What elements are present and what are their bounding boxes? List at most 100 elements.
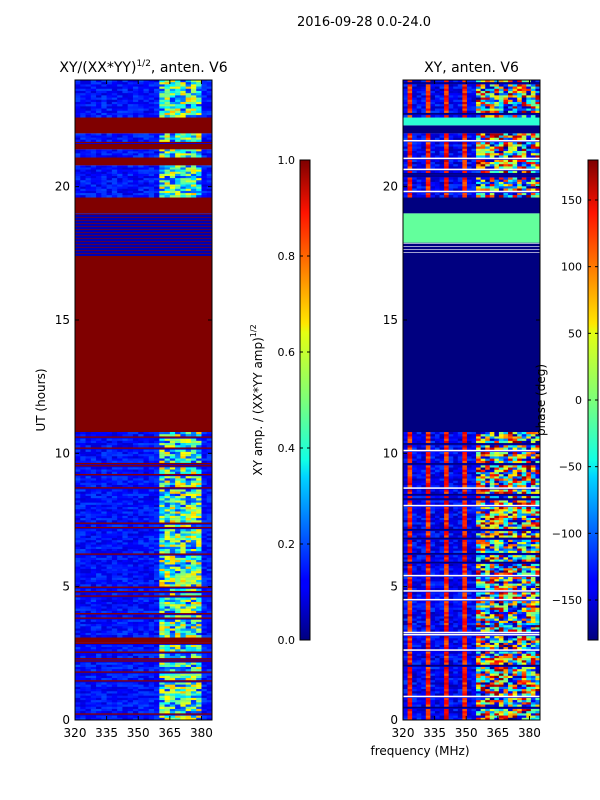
heatmap-cell <box>457 660 463 663</box>
heatmap-cell <box>494 651 500 654</box>
heatmap-cell <box>101 454 107 457</box>
heatmap-cell <box>190 454 197 457</box>
heatmap-cell <box>132 588 139 592</box>
heatmap-cell <box>180 500 186 503</box>
heatmap-cell <box>185 644 192 648</box>
heatmap-cell <box>508 708 513 712</box>
heatmap-cell <box>180 544 186 548</box>
heatmap-cell <box>430 697 436 701</box>
heatmap-cell <box>85 717 92 721</box>
heatmap-cell <box>154 697 160 701</box>
heatmap-cell <box>159 137 165 140</box>
heatmap-cell <box>80 610 86 614</box>
heatmap-cell <box>122 624 128 627</box>
heatmap-cell <box>80 80 86 83</box>
heatmap-cell <box>457 711 463 714</box>
heatmap-cell <box>517 713 523 716</box>
heatmap-cell <box>101 184 107 187</box>
heatmap-cell <box>106 599 113 603</box>
heatmap-cell <box>508 700 513 703</box>
heatmap-cell <box>101 496 107 499</box>
heatmap-cell <box>494 647 500 650</box>
heatmap-cell <box>201 630 208 634</box>
heatmap-cell <box>206 662 213 665</box>
heatmap-cell <box>138 434 144 437</box>
heatmap-cell <box>175 649 181 652</box>
heatmap-cell <box>80 493 86 497</box>
heatmap-cell <box>106 686 113 690</box>
heatmap-cell <box>175 513 181 517</box>
heatmap-cell <box>132 498 139 501</box>
heatmap-cell <box>476 671 481 674</box>
heatmap-cell <box>498 682 504 685</box>
heatmap-cell <box>122 101 128 105</box>
heatmap-cell <box>175 182 181 185</box>
heatmap-cell <box>143 509 150 512</box>
heatmap-cell <box>185 137 192 140</box>
heatmap-cell <box>127 630 134 634</box>
heatmap-cell <box>498 702 504 705</box>
heatmap-cell <box>439 704 445 707</box>
heatmap-cell <box>190 95 197 98</box>
heatmap-cell <box>164 533 171 536</box>
heatmap-cell <box>201 173 208 177</box>
heatmap-cell <box>75 515 81 519</box>
heatmap-cell <box>154 682 160 685</box>
heatmap-cell <box>201 695 208 699</box>
heatmap-cell <box>127 151 134 154</box>
heatmap-cell <box>132 167 139 170</box>
heatmap-cell <box>190 193 197 196</box>
heatmap-cell <box>508 702 513 705</box>
heatmap-cell <box>132 568 139 572</box>
heatmap-cell <box>90 498 97 501</box>
heatmap-cell <box>122 711 128 714</box>
heatmap-cell <box>90 520 97 523</box>
heatmap-cell <box>106 624 113 627</box>
heatmap-cell <box>80 137 86 140</box>
heatmap-cell <box>485 693 491 696</box>
heatmap-cell <box>159 678 165 681</box>
heatmap-cell <box>75 180 81 183</box>
heatmap-cell <box>117 493 123 497</box>
heatmap-cell <box>138 443 144 446</box>
heatmap-cell <box>190 97 197 100</box>
heatmap-cell <box>106 460 113 464</box>
heatmap-cell <box>117 693 123 696</box>
heatmap-cell <box>444 651 449 654</box>
heatmap-cell <box>206 167 213 170</box>
heatmap-cell <box>169 135 176 138</box>
heatmap-cell <box>434 673 440 677</box>
heatmap-cell <box>154 535 160 539</box>
heatmap-cell <box>122 182 128 185</box>
heatmap-cell <box>106 675 113 679</box>
heatmap-cell <box>159 513 165 517</box>
heatmap-cell <box>180 551 186 554</box>
heatmap-cell <box>122 188 128 192</box>
heatmap-cell <box>159 511 165 514</box>
heatmap-cell <box>138 593 144 596</box>
heatmap-cell <box>80 518 86 521</box>
heatmap-cell <box>90 619 97 623</box>
heatmap-cell <box>185 155 192 158</box>
heatmap-cell <box>96 108 102 111</box>
heatmap-cell <box>425 682 431 685</box>
heatmap-cell <box>462 669 468 672</box>
heatmap-cell <box>75 467 81 470</box>
heatmap-cell <box>159 149 165 152</box>
heatmap-cell <box>75 500 81 503</box>
heatmap-cell <box>190 575 197 578</box>
heatmap-cell <box>485 684 491 688</box>
heatmap-cell <box>154 460 160 464</box>
heatmap-cell <box>106 647 113 650</box>
heatmap-cell <box>169 456 176 459</box>
heatmap-cell <box>190 621 197 625</box>
heatmap-cell <box>535 697 541 701</box>
heatmap-cell <box>117 112 123 116</box>
heatmap-cell <box>485 651 491 654</box>
heatmap-cell <box>425 662 431 665</box>
heatmap-cell <box>85 80 92 83</box>
heatmap-cell <box>180 432 186 435</box>
heatmap-cell <box>526 684 532 688</box>
heatmap-cell <box>117 542 123 545</box>
